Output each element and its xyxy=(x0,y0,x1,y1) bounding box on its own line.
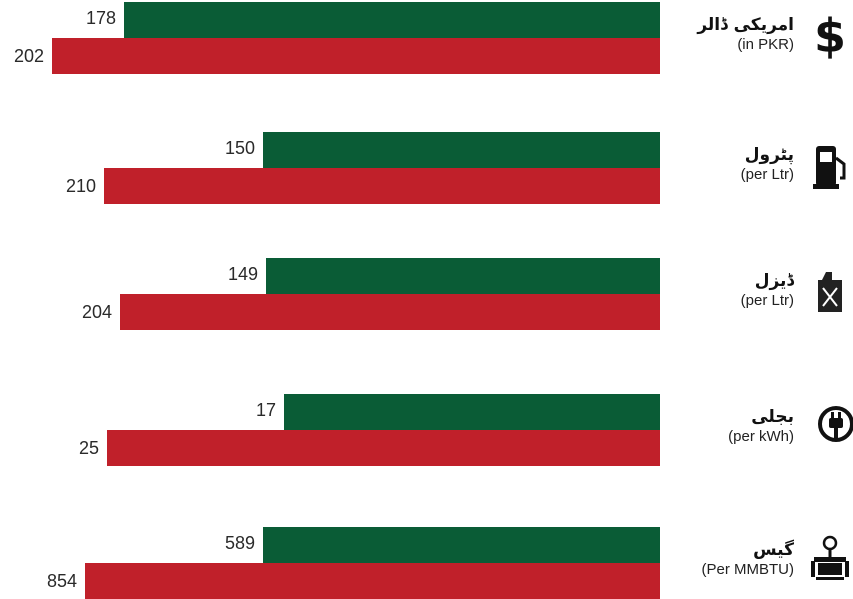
value-label: 210 xyxy=(65,176,96,196)
value-label: 854 xyxy=(46,571,77,591)
bar-green-2 xyxy=(266,258,660,294)
value-label: 202 xyxy=(13,46,44,66)
value-label: 150 xyxy=(224,138,255,158)
category-label: پٹرول (per Ltr) xyxy=(684,144,794,184)
value-label: 204 xyxy=(81,302,112,322)
bar-green-3 xyxy=(284,394,660,430)
value-label: 589 xyxy=(224,533,255,553)
bar-red-0 xyxy=(52,38,660,74)
category-label: گیس (Per MMBTU) xyxy=(684,539,795,579)
bar-green-1 xyxy=(263,132,660,168)
category-name: گیس xyxy=(753,540,794,560)
category-label: امریکی ڈالر (in PKR) xyxy=(684,14,794,54)
jerrycan-icon xyxy=(818,272,842,312)
gas-valve-icon xyxy=(811,535,849,580)
value-label: 178 xyxy=(85,8,116,28)
power-plug-icon xyxy=(818,406,853,442)
bar-red-1 xyxy=(104,168,660,204)
category-name: پٹرول xyxy=(744,145,794,165)
fuel-pump-icon xyxy=(813,146,846,189)
category-name: امریکی ڈالر xyxy=(697,15,794,35)
category-label: ڈیزل (per Ltr) xyxy=(684,270,794,310)
bar-green-4 xyxy=(263,527,660,563)
category-unit: (per Ltr) xyxy=(740,166,794,183)
bar-red-3 xyxy=(107,430,660,466)
value-label: 17 xyxy=(255,400,276,420)
category-unit: (per kWh) xyxy=(728,428,794,445)
category-unit: (per Ltr) xyxy=(740,292,794,309)
category-unit: (Per MMBTU) xyxy=(701,561,795,578)
category-unit: (in PKR) xyxy=(737,36,794,53)
value-label: 149 xyxy=(227,264,258,284)
bar-red-2 xyxy=(120,294,660,330)
category-label: بجلی (per kWh) xyxy=(684,406,794,446)
category-name: ڈیزل xyxy=(754,271,794,291)
value-label: 25 xyxy=(78,438,99,458)
svg-text:$: $ xyxy=(814,9,846,63)
bar-red-4 xyxy=(85,563,660,599)
dollar-icon: $ xyxy=(814,9,846,63)
bar-green-0 xyxy=(124,2,660,38)
category-name: بجلی xyxy=(751,407,794,427)
